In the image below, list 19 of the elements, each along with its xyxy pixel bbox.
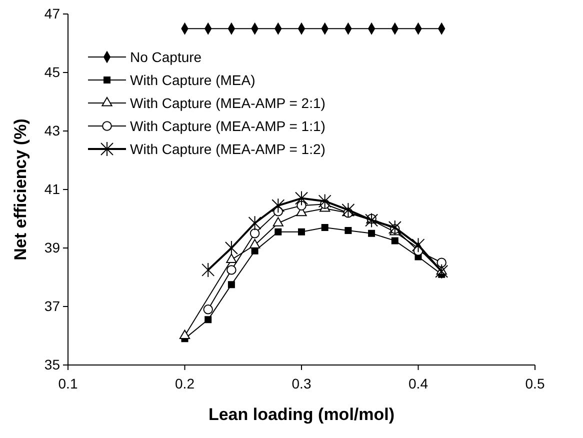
- x-tick-label: 0.2: [175, 375, 195, 392]
- y-tick-label: 41: [44, 180, 60, 197]
- x-tick-label: 0.5: [525, 375, 545, 392]
- legend-label: With Capture (MEA-AMP = 1:2): [130, 141, 326, 157]
- y-tick-label: 39: [44, 239, 60, 256]
- legend-label: No Capture: [130, 49, 202, 65]
- legend-label: With Capture (MEA-AMP = 2:1): [130, 95, 326, 111]
- y-tick-label: 35: [44, 356, 60, 372]
- x-tick-label: 0.4: [408, 375, 428, 392]
- y-tick-label: 37: [44, 298, 60, 314]
- legend-label: With Capture (MEA-AMP = 1:1): [130, 118, 326, 134]
- legend-label: With Capture (MEA): [130, 72, 256, 88]
- y-tick-label: 45: [44, 64, 60, 80]
- x-tick-label: 0.3: [292, 375, 312, 392]
- x-tick-label: 0.1: [58, 375, 78, 392]
- y-axis-title: Net efficiency (%): [11, 118, 30, 260]
- x-axis-title: Lean loading (mol/mol): [208, 405, 395, 424]
- y-tick-label: 47: [44, 5, 60, 22]
- y-tick-label: 43: [44, 122, 60, 138]
